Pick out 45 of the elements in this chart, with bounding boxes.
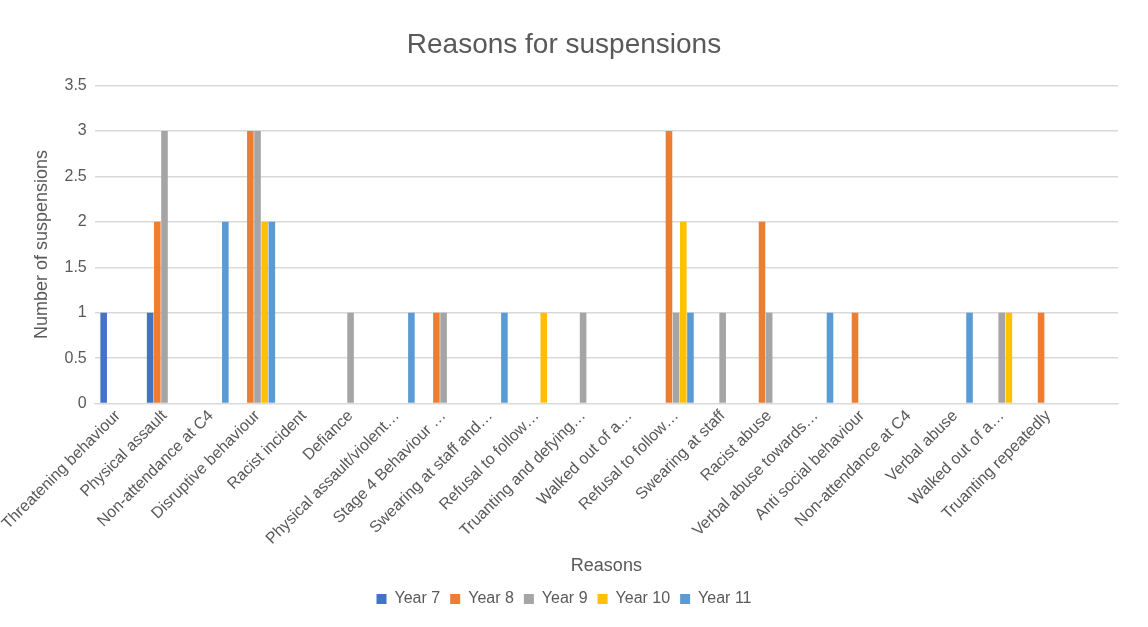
bar bbox=[1005, 312, 1013, 403]
bar bbox=[540, 312, 548, 403]
bar bbox=[851, 312, 859, 403]
bar bbox=[687, 312, 694, 403]
bar bbox=[672, 312, 680, 403]
bar bbox=[268, 221, 276, 403]
bar bbox=[154, 221, 161, 403]
bar bbox=[758, 221, 766, 403]
bar bbox=[765, 312, 773, 403]
y-tick-label: 0.5 bbox=[64, 348, 87, 366]
bar bbox=[501, 312, 508, 403]
bar bbox=[579, 312, 587, 403]
bar bbox=[1037, 312, 1045, 403]
y-tick-label: 2.5 bbox=[64, 166, 87, 184]
bar bbox=[100, 312, 107, 403]
bar bbox=[347, 312, 354, 403]
bar bbox=[665, 131, 673, 403]
bar bbox=[146, 312, 154, 403]
legend-label: Year 10 bbox=[615, 589, 671, 607]
legend-label: Year 7 bbox=[394, 589, 441, 607]
chart-title: Reasons for suspensions bbox=[406, 27, 722, 59]
bar bbox=[966, 312, 973, 403]
legend-label: Year 9 bbox=[541, 589, 588, 607]
bar bbox=[440, 312, 447, 403]
y-axis-title: Number of suspensions bbox=[30, 150, 51, 340]
y-tick-label: 1.5 bbox=[64, 257, 87, 275]
bar bbox=[222, 221, 229, 403]
legend-label: Year 8 bbox=[468, 589, 514, 607]
bar bbox=[433, 312, 440, 403]
bar bbox=[719, 312, 726, 403]
bar bbox=[261, 221, 268, 403]
y-tick-label: 1 bbox=[77, 303, 87, 321]
bar bbox=[254, 131, 261, 403]
bar bbox=[998, 312, 1006, 403]
y-tick-label: 3 bbox=[77, 121, 87, 139]
bar bbox=[161, 131, 168, 403]
y-tick-label: 2 bbox=[77, 212, 87, 230]
bar bbox=[680, 221, 687, 403]
legend-label: Year 11 bbox=[698, 589, 752, 607]
bar bbox=[826, 312, 834, 403]
y-tick-label: 0 bbox=[77, 393, 87, 411]
x-axis-title: Reasons bbox=[570, 555, 642, 576]
y-tick-label: 3.5 bbox=[64, 76, 87, 94]
bar bbox=[247, 131, 254, 403]
bar bbox=[408, 312, 415, 403]
